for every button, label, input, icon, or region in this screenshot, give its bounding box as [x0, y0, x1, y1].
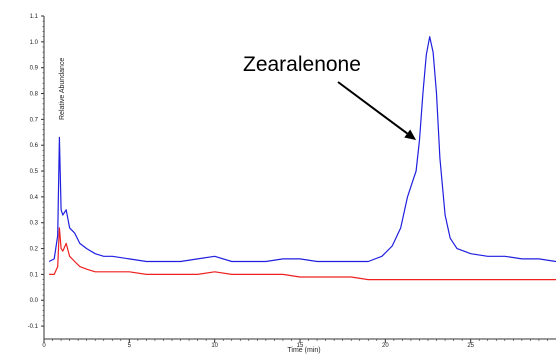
annotation: Zearalenone: [243, 53, 417, 141]
x-tick-label: 5: [128, 343, 132, 349]
y-tick-label: 0.7: [30, 117, 39, 123]
y-tick-label: 0.4: [30, 195, 39, 201]
y-tick-label: 1.1: [30, 14, 39, 20]
y-tick-label: 0.2: [30, 247, 39, 253]
series-line: [48, 36, 556, 263]
y-tick-label: 1.0: [30, 40, 39, 46]
x-tick-label: 20: [382, 343, 389, 349]
x-tick-label: 15: [297, 343, 304, 349]
x-axis-title: Time (min): [287, 347, 320, 354]
x-tick-label: 10: [211, 343, 218, 349]
y-ticks: -0.1 0.0 0.1 0.2 0.3 0.4 0.5 0.6 0.7 0.8 0.9 1.0 1.1: [28, 14, 44, 330]
y-tick-label: 0.5: [30, 169, 39, 175]
annotation-arrow: [337, 81, 408, 135]
y-tick-label: 0.6: [30, 143, 39, 149]
y-tick-label: 0.9: [30, 66, 39, 72]
series-layer: [48, 36, 556, 281]
x-ticks: 0 5 10 15 20 25: [42, 339, 548, 349]
y-tick-label: -0.1: [28, 324, 39, 330]
series-line: [49, 227, 556, 281]
x-tick-label: 25: [467, 343, 474, 349]
annotation-arrowhead: [404, 129, 417, 141]
x-tick-label: 0: [42, 343, 46, 349]
y-tick-label: 0.8: [30, 92, 39, 98]
y-tick-label: 0.1: [30, 272, 39, 278]
annotation-label: Zearalenone: [243, 53, 361, 76]
y-tick-label: 0.0: [30, 298, 39, 304]
y-tick-label: 0.3: [30, 221, 39, 227]
y-axis-title: Relative Abundance: [59, 58, 66, 120]
